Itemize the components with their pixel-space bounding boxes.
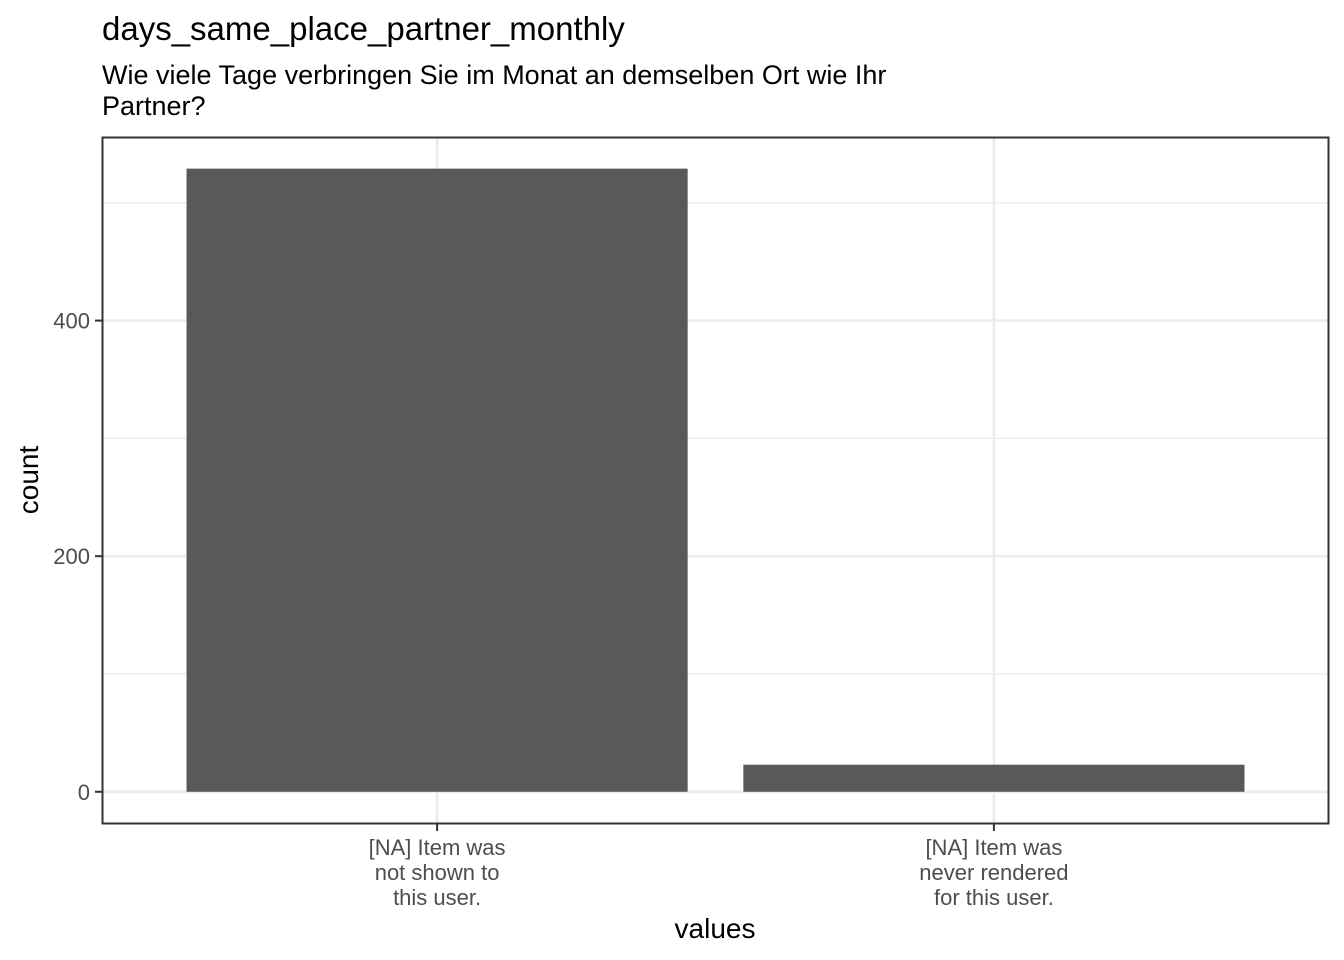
panel-border <box>101 136 1330 825</box>
x-tick-label: [NA] Item was <box>369 835 506 860</box>
y-axis-title: count <box>13 446 44 515</box>
chart-title: days_same_place_partner_monthly <box>102 10 625 47</box>
x-tick-label: [NA] Item was <box>925 835 1062 860</box>
y-axis: 0 200 400 <box>53 309 103 805</box>
x-axis-title: values <box>675 913 756 944</box>
x-tick-label: never rendered <box>919 860 1068 885</box>
y-tick-label: 200 <box>53 544 90 569</box>
y-tick-label: 400 <box>53 309 90 334</box>
chart-subtitle-line-2: Partner? <box>102 91 206 121</box>
chart-subtitle-line-1: Wie viele Tage verbringen Sie im Monat a… <box>102 60 886 90</box>
x-tick-label: not shown to <box>375 860 500 885</box>
bar-0 <box>186 168 688 792</box>
bar-1 <box>743 764 1245 792</box>
x-tick-label: for this user. <box>934 885 1054 910</box>
y-tick-label: 0 <box>78 780 90 805</box>
bars <box>186 168 1245 792</box>
x-tick-label: this user. <box>393 885 481 910</box>
